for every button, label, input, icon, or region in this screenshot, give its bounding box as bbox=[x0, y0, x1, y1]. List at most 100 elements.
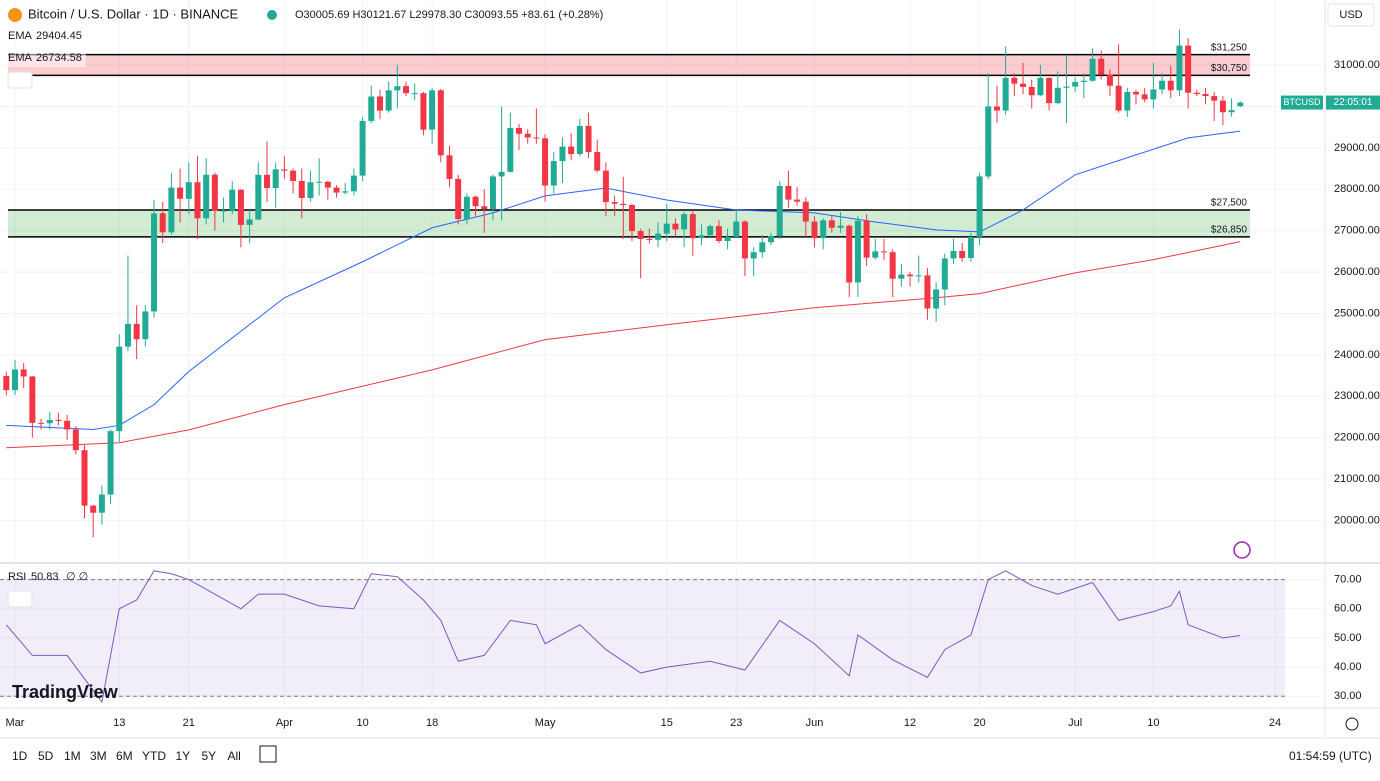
candle-body bbox=[1133, 91, 1139, 95]
zone-label: $30,750 bbox=[1211, 63, 1248, 74]
zone-label: $27,500 bbox=[1211, 198, 1248, 209]
candle-body bbox=[1054, 87, 1061, 104]
range-button[interactable]: 6M bbox=[116, 749, 133, 763]
candle-body bbox=[437, 90, 444, 156]
candle-body bbox=[985, 106, 992, 177]
candle-body bbox=[637, 231, 644, 239]
candle-body bbox=[211, 174, 218, 211]
candle-body bbox=[46, 419, 53, 424]
candle-body bbox=[11, 369, 18, 391]
candle-body bbox=[394, 86, 401, 91]
candle-body bbox=[272, 169, 279, 189]
x-tick-label: Jun bbox=[806, 717, 824, 729]
alert-icon[interactable] bbox=[1233, 541, 1251, 559]
candle-body bbox=[854, 220, 861, 283]
candle-body bbox=[993, 106, 1000, 111]
candle-body bbox=[620, 203, 627, 206]
candle-body bbox=[594, 151, 601, 171]
range-button[interactable]: All bbox=[228, 749, 241, 763]
plot: $30,750 $31,250 $26,850 $27,500 bbox=[0, 29, 1285, 704]
range-button[interactable]: 1Y bbox=[176, 749, 191, 763]
x-tick-label: 20 bbox=[973, 717, 985, 729]
rsi-tick-label: 70.00 bbox=[1334, 573, 1362, 585]
symbol-title: Bitcoin / U.S. Dollar · 1D · BINANCE bbox=[28, 6, 239, 21]
calendar-icon[interactable] bbox=[259, 745, 277, 763]
candle-body bbox=[689, 214, 696, 239]
range-button[interactable]: 1M bbox=[64, 749, 81, 763]
range-button[interactable]: 5D bbox=[38, 749, 54, 763]
candle-body bbox=[602, 170, 609, 203]
candle-body bbox=[1202, 94, 1209, 97]
legend-value: 26734.58 bbox=[36, 52, 82, 64]
candle-body bbox=[724, 236, 731, 242]
candle-body bbox=[168, 187, 175, 233]
collapse-button[interactable] bbox=[7, 590, 33, 608]
candle-body bbox=[655, 233, 662, 240]
candle-body bbox=[264, 174, 270, 189]
candle-body bbox=[177, 187, 184, 199]
candle-body bbox=[846, 225, 853, 283]
candle-body bbox=[1028, 86, 1035, 96]
candle-body bbox=[698, 235, 705, 239]
candle-body bbox=[446, 155, 453, 179]
x-tick-label: 10 bbox=[356, 717, 368, 729]
candle-body bbox=[385, 90, 392, 111]
rsi-tick-label: 50.00 bbox=[1334, 632, 1362, 644]
range-button[interactable]: YTD bbox=[142, 749, 166, 763]
candle-body bbox=[142, 311, 149, 340]
candle-body bbox=[880, 251, 887, 253]
y-tick-label: 24000.00 bbox=[1334, 349, 1380, 361]
candle-body bbox=[533, 137, 540, 139]
candle-body bbox=[64, 420, 71, 430]
candle-body bbox=[1124, 91, 1131, 111]
candle-body bbox=[646, 238, 653, 240]
range-button[interactable]: 5Y bbox=[202, 749, 217, 763]
candle-body bbox=[316, 181, 323, 183]
candle-body bbox=[933, 289, 940, 309]
ema-line bbox=[6, 241, 1241, 449]
candle-body bbox=[403, 86, 410, 94]
y-tick-label: 27000.00 bbox=[1334, 225, 1380, 237]
candle-body bbox=[672, 223, 679, 230]
candle-body bbox=[376, 96, 383, 111]
candle-body bbox=[967, 236, 974, 259]
candle-body bbox=[959, 250, 966, 259]
logo: TradingView bbox=[12, 682, 119, 702]
candle-body bbox=[203, 174, 210, 219]
candle-body bbox=[463, 196, 470, 220]
range-button[interactable]: 1D bbox=[12, 749, 28, 763]
rsi-band bbox=[0, 579, 1285, 697]
y-tick-label: 20000.00 bbox=[1334, 514, 1380, 526]
x-tick-label: 24 bbox=[1269, 717, 1281, 729]
candle-body bbox=[159, 213, 166, 233]
candle-body bbox=[715, 226, 722, 242]
range-button[interactable]: 3M bbox=[90, 749, 107, 763]
y-tick-label: 31000.00 bbox=[1334, 59, 1380, 71]
candle-body bbox=[889, 252, 896, 279]
candle-body bbox=[3, 376, 10, 391]
candle-body bbox=[133, 323, 140, 340]
candle-body bbox=[324, 181, 331, 188]
candle-body bbox=[255, 174, 262, 220]
candle-body bbox=[776, 185, 783, 237]
candle-body bbox=[924, 275, 931, 309]
candle-body bbox=[1089, 58, 1096, 81]
candle-body bbox=[550, 161, 557, 186]
candle-body bbox=[542, 138, 549, 186]
x-tick-label: 10 bbox=[1147, 717, 1159, 729]
candle-body bbox=[741, 221, 748, 259]
currency-button[interactable] bbox=[1327, 3, 1375, 27]
price-tag-symbol-text: BTCUSD bbox=[1283, 97, 1321, 107]
candle-body bbox=[1098, 58, 1105, 75]
candle-body bbox=[55, 419, 62, 421]
zone-label: $26,850 bbox=[1211, 225, 1248, 236]
x-tick-label: 13 bbox=[113, 717, 125, 729]
collapse-button[interactable] bbox=[7, 71, 33, 89]
settings-icon[interactable] bbox=[1345, 717, 1359, 731]
candle-body bbox=[1185, 45, 1192, 93]
y-tick-label: 25000.00 bbox=[1334, 307, 1380, 319]
candle-body bbox=[455, 178, 462, 220]
candle-body bbox=[507, 127, 514, 172]
candle-body bbox=[1211, 96, 1218, 101]
